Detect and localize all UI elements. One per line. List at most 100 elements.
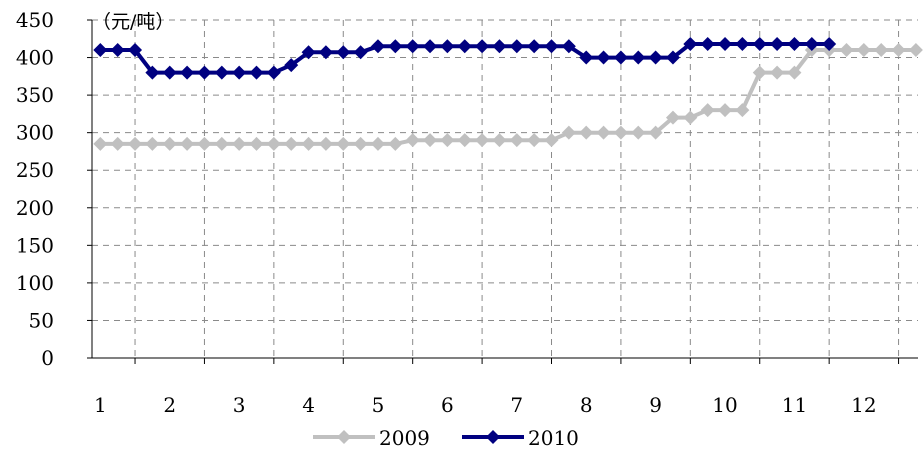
y-tick-label: 0	[41, 346, 54, 370]
data-point-2009	[440, 133, 455, 148]
data-point-2009	[423, 133, 438, 148]
data-point-2009	[249, 136, 264, 151]
data-point-2009	[110, 136, 125, 151]
grid-lines	[92, 19, 918, 358]
data-point-2010	[527, 39, 542, 54]
data-point-2009	[527, 133, 542, 148]
data-point-2010	[492, 39, 507, 54]
x-tick-label: 11	[782, 393, 807, 417]
data-point-2010	[318, 45, 333, 60]
y-tick-label: 300	[16, 121, 54, 145]
data-point-2010	[301, 45, 316, 60]
data-point-2009	[891, 43, 906, 58]
data-point-2010	[770, 37, 785, 52]
data-point-2010	[388, 39, 403, 54]
data-point-2010	[162, 65, 177, 80]
data-point-2010	[197, 65, 212, 80]
data-point-2009	[145, 136, 160, 151]
data-point-2009	[735, 103, 750, 118]
legend-item-2010: 2010	[462, 426, 579, 450]
data-point-2009	[318, 136, 333, 151]
data-point-2010	[683, 37, 698, 52]
data-point-2009	[839, 43, 854, 58]
data-point-2010	[353, 45, 368, 60]
data-point-2009	[388, 136, 403, 151]
y-tick-label: 150	[16, 233, 54, 257]
data-point-2010	[214, 65, 229, 80]
data-point-2009	[162, 136, 177, 151]
data-point-2009	[353, 136, 368, 151]
y-tick-label: 350	[16, 83, 54, 107]
data-point-2010	[804, 37, 819, 52]
data-point-2009	[214, 136, 229, 151]
data-point-2010	[110, 43, 125, 58]
data-point-2010	[509, 39, 524, 54]
data-point-2009	[770, 65, 785, 80]
unit-label: （元/吨）	[92, 11, 174, 33]
x-tick-label: 2	[163, 393, 176, 417]
data-point-2009	[683, 110, 698, 125]
legend-marker	[486, 430, 500, 444]
x-tick-label: 9	[649, 393, 662, 417]
data-point-2009	[908, 43, 923, 58]
data-point-2009	[856, 43, 871, 58]
data-point-2009	[509, 133, 524, 148]
data-point-2009	[561, 125, 576, 140]
data-point-2010	[735, 37, 750, 52]
data-point-2009	[752, 65, 767, 80]
data-point-2010	[457, 39, 472, 54]
data-point-2009	[579, 125, 594, 140]
x-tick-label: 8	[580, 393, 593, 417]
data-point-2009	[787, 65, 802, 80]
data-point-2009	[544, 133, 559, 148]
data-point-2009	[284, 136, 299, 151]
x-tick-labels: 1 2 3 4 5 6 7 8 9 10 11 12	[94, 393, 877, 417]
data-point-2010	[284, 58, 299, 73]
legend-item-2009: 2009	[313, 426, 430, 450]
data-point-2009	[180, 136, 195, 151]
y-tick-label: 250	[16, 158, 54, 182]
x-tick-label: 12	[851, 393, 876, 417]
data-point-2009	[613, 125, 628, 140]
y-tick-label: 100	[16, 271, 54, 295]
data-point-2009	[370, 136, 385, 151]
data-point-2010	[822, 37, 837, 52]
legend-label: 2009	[379, 426, 430, 450]
data-point-2010	[579, 50, 594, 65]
data-point-2010	[700, 37, 715, 52]
series-line-2009	[100, 48, 916, 146]
data-point-2009	[93, 136, 108, 151]
data-point-2009	[301, 136, 316, 151]
y-tick-labels: 0 50 100 150 200 250 300 350 400 450	[16, 8, 54, 370]
data-point-2010	[440, 39, 455, 54]
data-point-2010	[266, 65, 281, 80]
data-point-2009	[128, 136, 143, 151]
data-point-2009	[197, 136, 212, 151]
data-point-2010	[475, 39, 490, 54]
data-point-2009	[336, 136, 351, 151]
data-point-2010	[665, 50, 680, 65]
data-point-2009	[700, 103, 715, 118]
data-point-2010	[232, 65, 247, 80]
data-point-2010	[544, 39, 559, 54]
data-point-2010	[596, 50, 611, 65]
data-point-2010	[613, 50, 628, 65]
data-point-2009	[874, 43, 889, 58]
x-tick-label: 10	[712, 393, 737, 417]
series-2010	[93, 37, 837, 80]
x-tick-label: 7	[510, 393, 523, 417]
axes	[87, 19, 918, 364]
data-point-2009	[718, 103, 733, 118]
data-point-2010	[370, 39, 385, 54]
y-tick-label: 50	[29, 308, 54, 332]
data-point-2009	[631, 125, 646, 140]
x-tick-label: 3	[233, 393, 246, 417]
legend-marker	[337, 430, 351, 444]
data-point-2010	[648, 50, 663, 65]
legend: 2009 2010	[313, 426, 579, 450]
data-point-2010	[249, 65, 264, 80]
x-tick-label: 1	[94, 393, 107, 417]
data-point-2010	[145, 65, 160, 80]
data-point-2010	[405, 39, 420, 54]
